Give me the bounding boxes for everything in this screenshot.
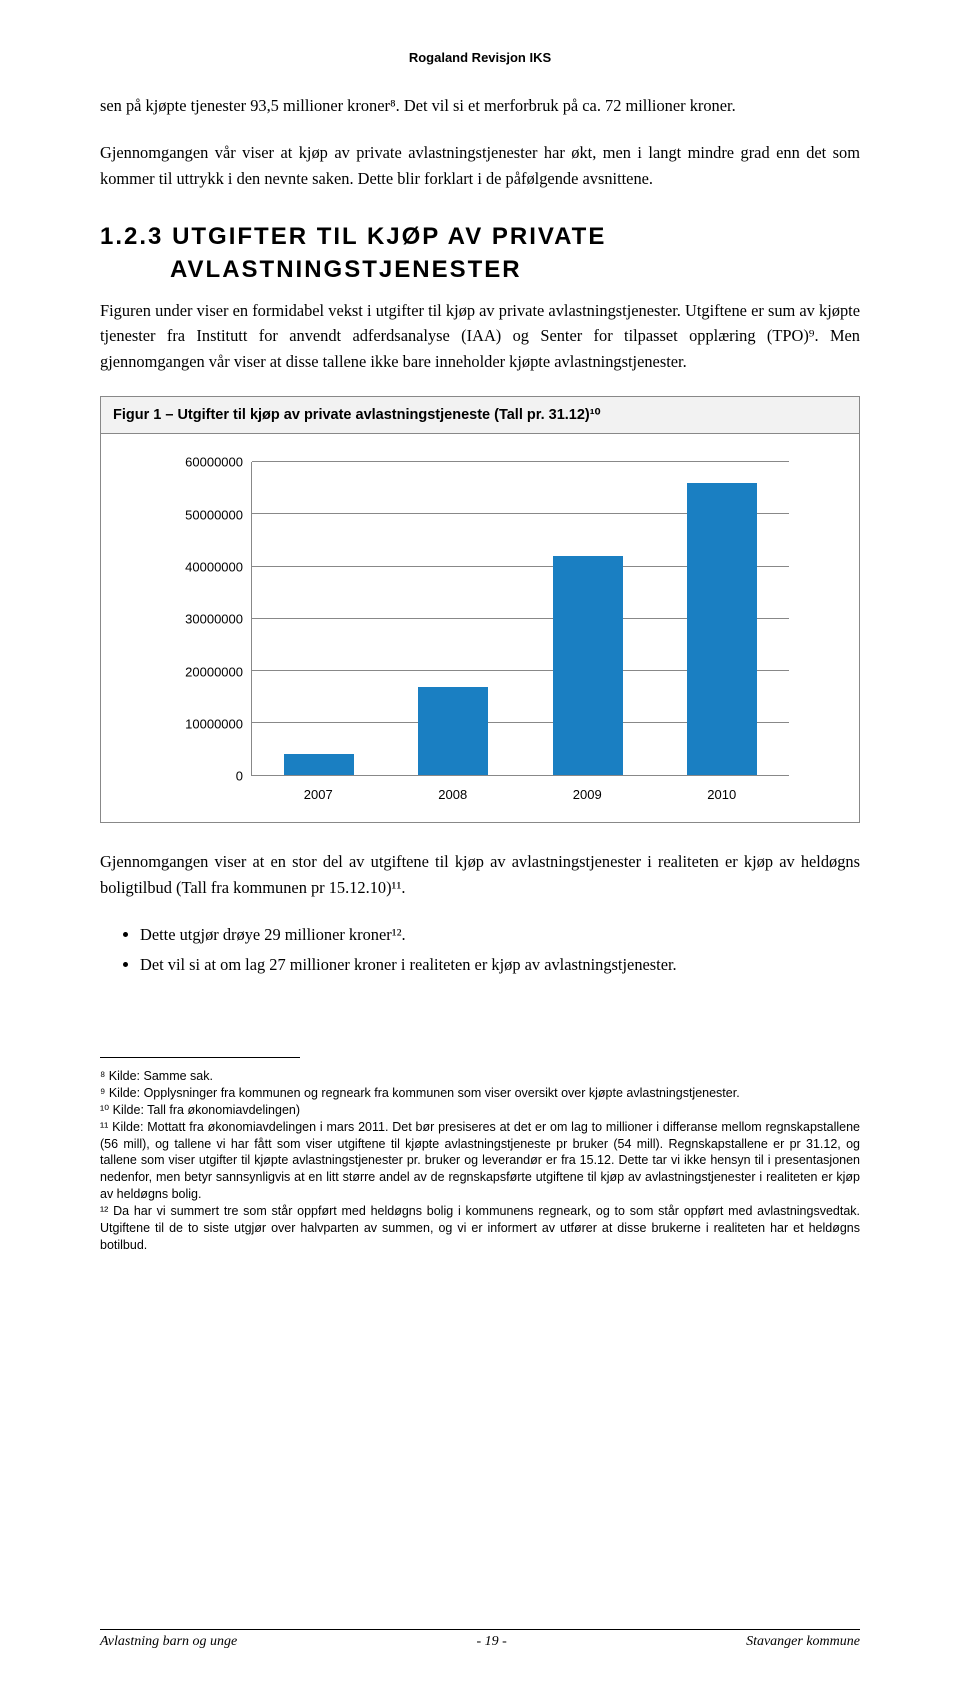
y-tick-label: 60000000 bbox=[161, 455, 243, 470]
y-tick-label: 0 bbox=[161, 769, 243, 784]
bullet-2: Det vil si at om lag 27 millioner kroner… bbox=[140, 952, 860, 977]
paragraph-3: Figuren under viser en formidabel vekst … bbox=[100, 298, 860, 374]
footnote-12: ¹² Da har vi summert tre som står oppfør… bbox=[100, 1203, 860, 1254]
bar-chart: 0 10000000 20000000 30000000 40000000 5000000… bbox=[161, 462, 799, 802]
x-tick-label: 2010 bbox=[655, 787, 790, 802]
section-heading: 1.2.3 UTGIFTER TIL KJØP AV PRIVATE AVLAS… bbox=[100, 221, 860, 286]
bar-slot bbox=[655, 462, 789, 775]
footnote-8: ⁸ Kilde: Samme sak. bbox=[100, 1068, 860, 1085]
bars-row bbox=[252, 462, 789, 775]
heading-line-2: AVLASTNINGSTJENESTER bbox=[100, 254, 860, 286]
page-header: Rogaland Revisjon IKS bbox=[100, 50, 860, 65]
figure-title: Figur 1 – Utgifter til kjøp av private a… bbox=[100, 396, 860, 434]
bar bbox=[284, 754, 354, 775]
heading-line-1: UTGIFTER TIL KJØP AV PRIVATE bbox=[172, 223, 606, 250]
chart-container: 0 10000000 20000000 30000000 40000000 5000000… bbox=[100, 434, 860, 823]
footer-center: - 19 - bbox=[477, 1634, 507, 1650]
paragraph-4: Gjennomgangen viser at en stor del av ut… bbox=[100, 849, 860, 900]
footnote-10: ¹⁰ Kilde: Tall fra økonomiavdelingen) bbox=[100, 1102, 860, 1119]
x-tick-label: 2008 bbox=[386, 787, 521, 802]
footer-right: Stavanger kommune bbox=[746, 1634, 860, 1650]
footnote-separator bbox=[100, 1057, 300, 1058]
bar bbox=[418, 687, 488, 776]
plot-area bbox=[251, 462, 789, 776]
y-tick-label: 20000000 bbox=[161, 664, 243, 679]
y-tick-label: 40000000 bbox=[161, 559, 243, 574]
x-tick-label: 2007 bbox=[251, 787, 386, 802]
heading-number: 1.2.3 bbox=[100, 223, 163, 250]
paragraph-2: Gjennomgangen vår viser at kjøp av priva… bbox=[100, 140, 860, 191]
footnote-11: ¹¹ Kilde: Mottatt fra økonomiavdelingen … bbox=[100, 1119, 860, 1203]
y-tick-label: 30000000 bbox=[161, 612, 243, 627]
x-tick-label: 2009 bbox=[520, 787, 655, 802]
bar bbox=[553, 556, 623, 775]
x-axis-labels: 2007200820092010 bbox=[251, 787, 789, 802]
y-tick-label: 10000000 bbox=[161, 716, 243, 731]
footer-left: Avlastning barn og unge bbox=[100, 1634, 237, 1650]
bar bbox=[687, 483, 757, 775]
bar-slot bbox=[521, 462, 655, 775]
bullet-list: Dette utgjør drøye 29 millioner kroner¹²… bbox=[140, 922, 860, 977]
paragraph-1: sen på kjøpte tjenester 93,5 millioner k… bbox=[100, 93, 860, 118]
bar-slot bbox=[252, 462, 386, 775]
bar-slot bbox=[386, 462, 520, 775]
footnote-9: ⁹ Kilde: Opplysninger fra kommunen og re… bbox=[100, 1085, 860, 1102]
bullet-1: Dette utgjør drøye 29 millioner kroner¹²… bbox=[140, 922, 860, 947]
y-tick-label: 50000000 bbox=[161, 507, 243, 522]
page-footer: Avlastning barn og unge - 19 - Stavanger… bbox=[100, 1629, 860, 1650]
